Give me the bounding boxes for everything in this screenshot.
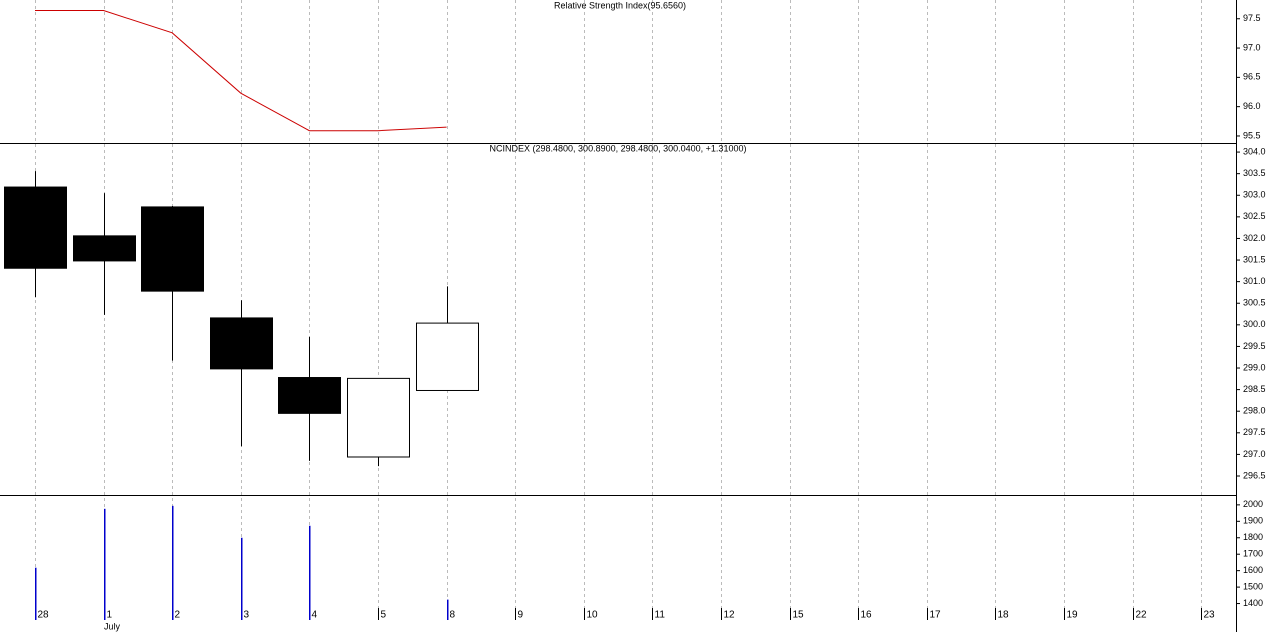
- y-tick-label: 1900: [1243, 516, 1263, 526]
- y-tick-label: 96.0: [1243, 101, 1261, 111]
- y-tick-label: 1400: [1243, 598, 1263, 608]
- y-tick-label: 97.5: [1243, 13, 1261, 23]
- y-tick-label: 299.5: [1243, 341, 1266, 351]
- volume-bar: [172, 505, 174, 620]
- x-tick-label: 5: [381, 610, 387, 621]
- y-tick-label: 304.0: [1243, 146, 1266, 156]
- y-tick-label: 1700: [1243, 549, 1263, 559]
- y-tick-label: 300.5: [1243, 298, 1266, 308]
- volume-bar: [104, 508, 106, 620]
- x-tick-label: 4: [312, 610, 318, 621]
- y-tick-label: 299.0: [1243, 362, 1266, 372]
- month-label: July: [104, 621, 121, 631]
- x-tick-label: 17: [930, 610, 942, 621]
- x-tick-label: 19: [1067, 610, 1079, 621]
- x-tick-label: 22: [1136, 610, 1148, 621]
- candle-body: [73, 235, 136, 262]
- x-tick-label: 18: [998, 610, 1010, 621]
- y-tick-label: 1800: [1243, 532, 1263, 542]
- x-tick-label: 1: [107, 610, 113, 621]
- y-tick-label: 298.5: [1243, 384, 1266, 394]
- y-tick-label: 300.0: [1243, 319, 1266, 329]
- volume-bar: [35, 567, 37, 620]
- rsi-title: Relative Strength Index(95.6560): [554, 0, 686, 10]
- y-tick-label: 301.5: [1243, 254, 1266, 264]
- x-tick-label: 9: [518, 610, 524, 621]
- volume-bar: [241, 537, 243, 620]
- rsi-line: [35, 10, 447, 132]
- candle-body: [141, 206, 204, 292]
- x-tick-label: 15: [793, 610, 805, 621]
- y-tick-label: 96.5: [1243, 72, 1261, 82]
- x-tick-label: 8: [450, 610, 456, 621]
- candle-body: [4, 186, 67, 269]
- x-tick-label: 11: [655, 610, 666, 621]
- y-tick-label: 1500: [1243, 581, 1263, 591]
- y-tick-label: 297.0: [1243, 449, 1266, 459]
- x-tick-label: 2: [175, 610, 181, 621]
- y-tick-label: 95.5: [1243, 130, 1261, 140]
- price-title: NCINDEX (298.4800, 300.8900, 298.4800, 3…: [490, 143, 747, 153]
- volume-bar: [447, 599, 449, 620]
- y-tick-label: 297.5: [1243, 427, 1266, 437]
- y-tick-label: 301.0: [1243, 276, 1266, 286]
- x-tick-label: 12: [724, 610, 736, 621]
- x-tick-label: 10: [587, 610, 599, 621]
- y-tick-label: 296.5: [1243, 470, 1266, 480]
- y-tick-label: 303.0: [1243, 190, 1266, 200]
- y-tick-label: 302.5: [1243, 211, 1266, 221]
- candle-body: [416, 322, 479, 391]
- y-tick-label: 303.5: [1243, 168, 1266, 178]
- x-tick-label: 23: [1204, 610, 1216, 621]
- y-tick-label: 2000: [1243, 499, 1263, 509]
- x-tick-label: 28: [38, 610, 50, 621]
- y-tick-label: 1600: [1243, 565, 1263, 575]
- candle-body: [210, 317, 273, 370]
- candle-body: [347, 377, 410, 458]
- candle-body: [278, 377, 341, 414]
- y-tick-label: 97.0: [1243, 42, 1261, 52]
- x-tick-label: 3: [244, 610, 250, 621]
- y-tick-label: 302.0: [1243, 233, 1266, 243]
- y-tick-label: 298.0: [1243, 406, 1266, 416]
- x-tick-label: 16: [861, 610, 873, 621]
- volume-bar: [309, 525, 311, 620]
